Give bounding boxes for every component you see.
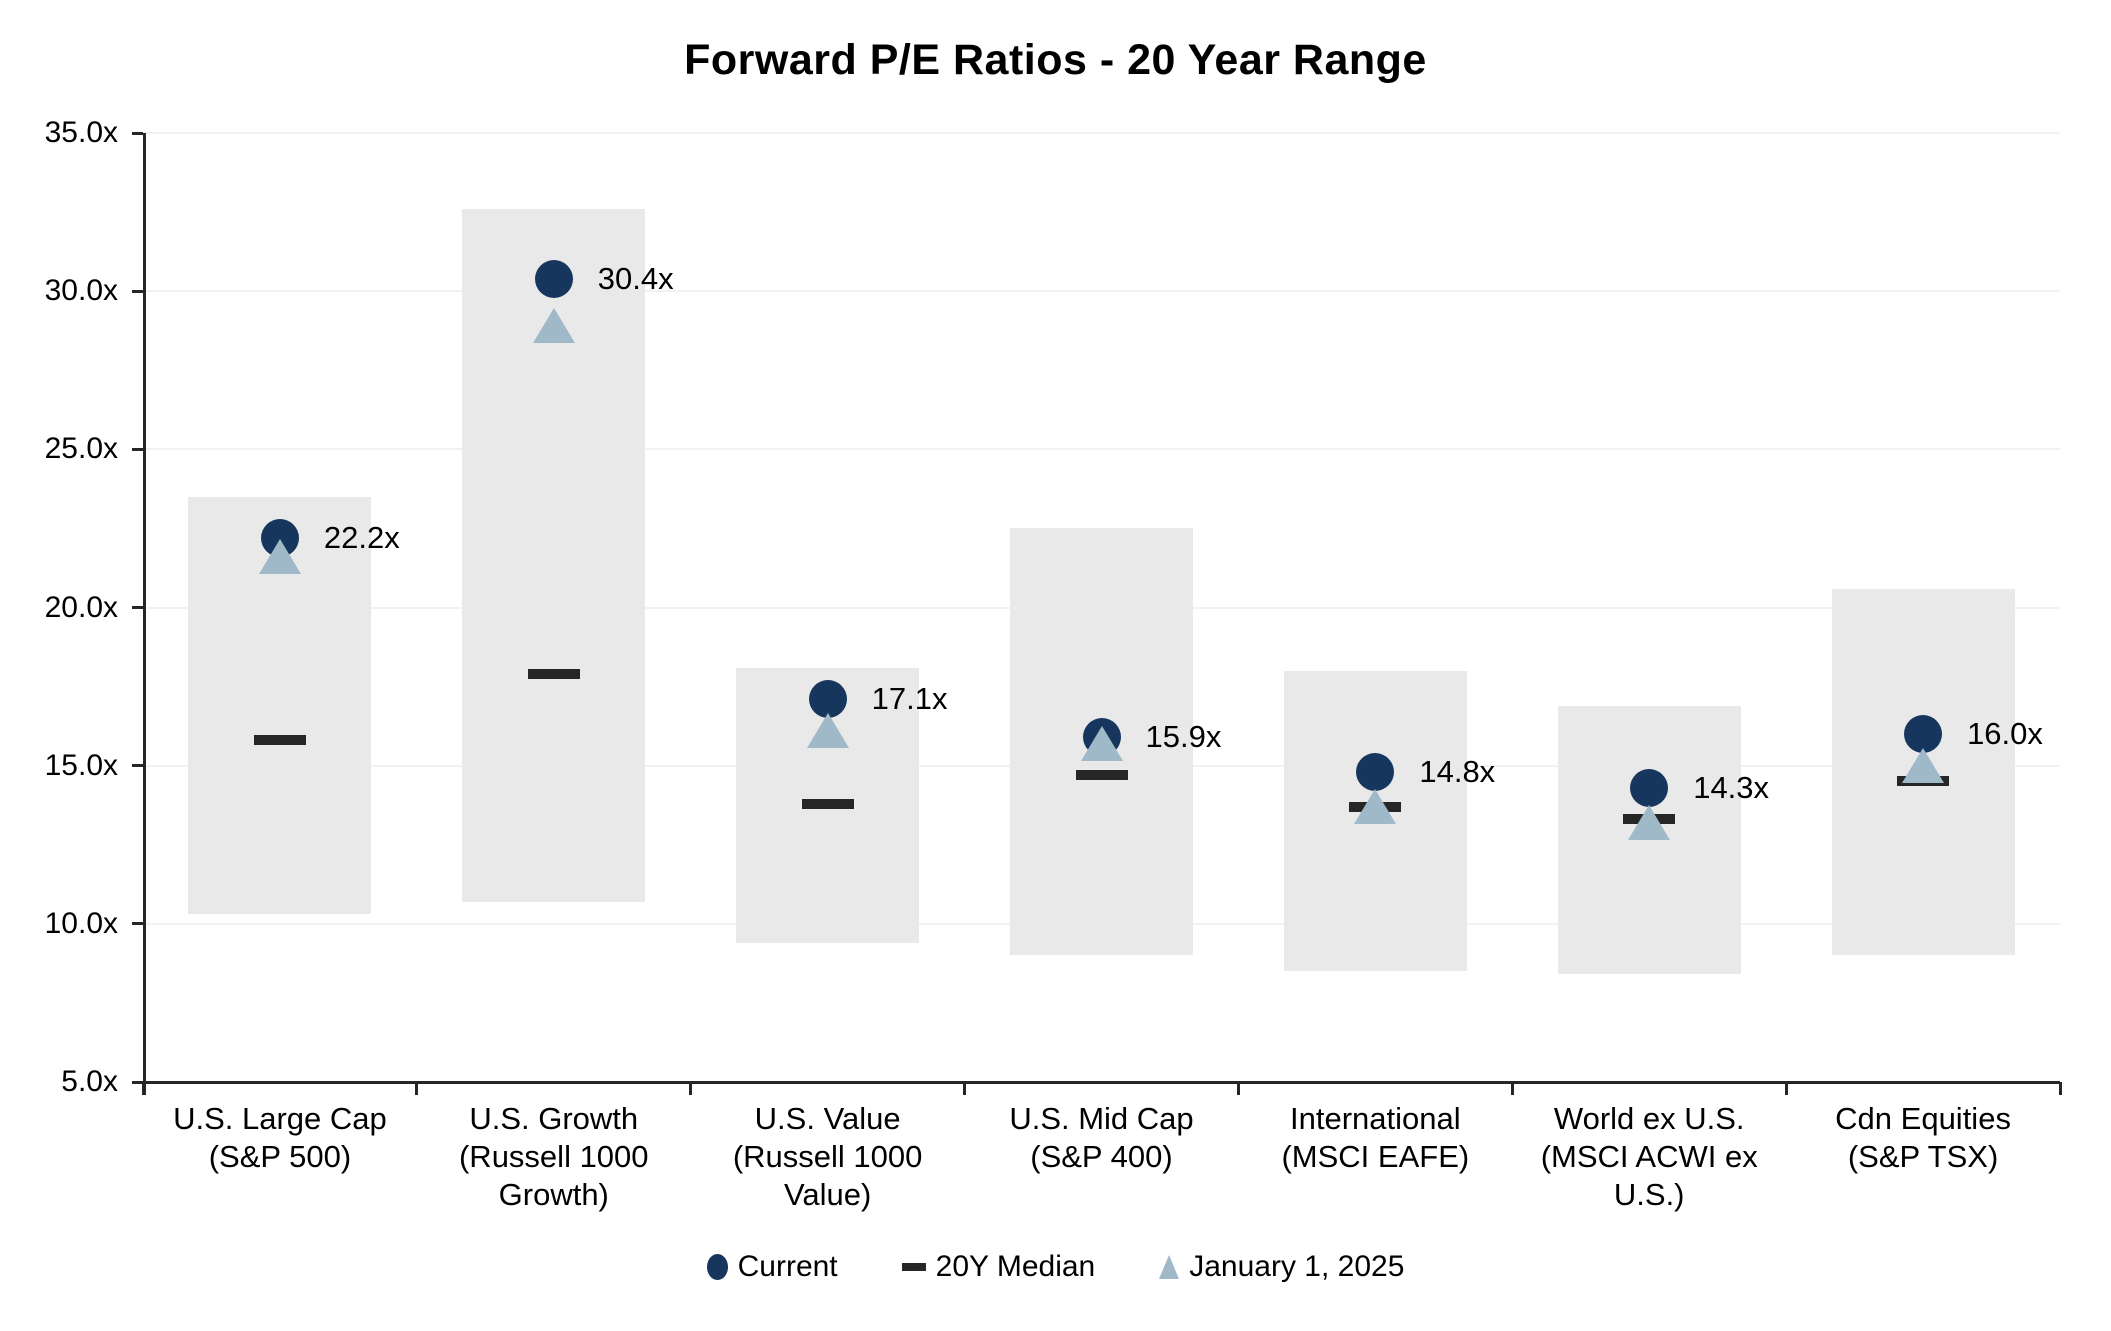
y-tick [132,131,143,135]
y-tick-label: 15.0x [44,748,118,782]
y-tick-label: 5.0x [61,1065,118,1098]
y-tick-label: 35.0x [44,116,118,149]
y-tick [132,289,143,293]
y-tick [132,922,143,926]
x-axis-line [143,1081,2060,1084]
median-dash [1075,770,1128,781]
legend-item-current: Current [706,1250,838,1284]
current-value-label: 22.2x [323,519,400,555]
legend-item-january-1-2025: January 1, 2025 [1159,1250,1404,1284]
category-label: Cdn Equities (S&P TSX) [1786,1100,2060,1176]
category-label-line: Growth) [498,1177,609,1212]
y-axis-line [143,133,146,1095]
jan-2025-marker [1354,789,1397,825]
y-tick-label: 25.0x [44,432,118,466]
category-label-line: U.S. Mid Cap [1009,1101,1194,1136]
x-tick [963,1082,967,1095]
category-label-line: U.S. Growth [469,1101,639,1136]
gridline [143,448,2060,451]
y-tick [132,764,143,768]
category-label: International (MSCI EAFE) [1238,1100,1512,1176]
category-label-line: (S&P 400) [1030,1139,1173,1174]
legend-label: 20Y Median [935,1250,1096,1283]
category-label-line: U.S. Large Cap [173,1101,387,1136]
x-tick [1236,1082,1240,1095]
chart-title: Forward P/E Ratios - 20 Year Range [684,36,1427,84]
jan-2025-marker [806,713,849,749]
category-label-line: Cdn Equities [1835,1101,2011,1136]
category-label-line: Value) [783,1177,872,1212]
jan-2025-marker [1080,726,1123,762]
y-tick [132,1080,143,1084]
current-marker [534,259,573,298]
x-tick [415,1082,419,1095]
current-marker [1904,715,1943,754]
category-label-line: International [1290,1101,1461,1136]
jan-2025-marker [1902,748,1945,784]
x-tick [1510,1082,1514,1095]
jan-2025-marker [532,308,575,344]
legend: Current 20Y Median January 1, 2025 [0,1250,2111,1284]
current-value-label: 14.8x [1419,753,1496,789]
category-label-line: (Russell 1000 [732,1139,923,1174]
y-tick [132,606,143,609]
median-dash [801,798,854,809]
y-tick-label: 10.0x [44,906,118,940]
category-label-line: (S&P TSX) [1847,1139,1999,1174]
jan-2025-marker [1628,805,1671,841]
legend-item-20y-median: 20Y Median [901,1250,1096,1284]
median-dash [527,668,580,679]
median-dash [253,735,306,746]
x-tick [2058,1082,2062,1095]
category-label: World ex U.S. (MSCI ACWI ex U.S.) [1512,1100,1786,1214]
x-tick [1784,1082,1788,1095]
x-tick [141,1082,145,1095]
y-tick-label: 20.0x [44,590,118,624]
category-label-line: U.S. Value [754,1101,901,1136]
current-value-label: 30.4x [597,260,674,296]
y-tick-label: 30.0x [44,274,118,308]
category-label-line: (MSCI EAFE) [1281,1139,1470,1174]
jan-2025-marker [258,539,301,575]
category-label-line: U.S.) [1613,1177,1685,1212]
gridline [143,290,2060,293]
current-value-label: 16.0x [1967,716,2043,752]
category-label-line: World ex U.S. [1553,1101,1745,1136]
gridline [143,132,2060,134]
category-label: U.S. Growth (Russell 1000 Growth) [417,1100,691,1214]
legend-label: Current [737,1250,838,1283]
current-value-label: 15.9x [1145,719,1222,755]
current-value-label: 14.3x [1693,769,1770,805]
category-label-line: (MSCI ACWI ex [1540,1139,1758,1174]
category-label-line: (Russell 1000 [458,1139,649,1174]
current-marker [808,680,847,719]
jan-2025-triangle-icon [1159,1255,1180,1279]
y-tick [132,447,143,451]
current-value-label: 17.1x [871,681,948,717]
current-marker [1630,768,1669,807]
current-circle-icon [706,1254,728,1280]
current-marker [1356,752,1395,791]
median-dash-icon [901,1263,926,1271]
category-label: U.S. Value (Russell 1000 Value) [691,1100,965,1214]
category-label-line: (S&P 500) [208,1139,352,1174]
category-label: U.S. Mid Cap (S&P 400) [965,1100,1239,1176]
x-tick [689,1082,693,1095]
legend-label: January 1, 2025 [1189,1250,1405,1283]
category-label: U.S. Large Cap (S&P 500) [143,1100,417,1176]
